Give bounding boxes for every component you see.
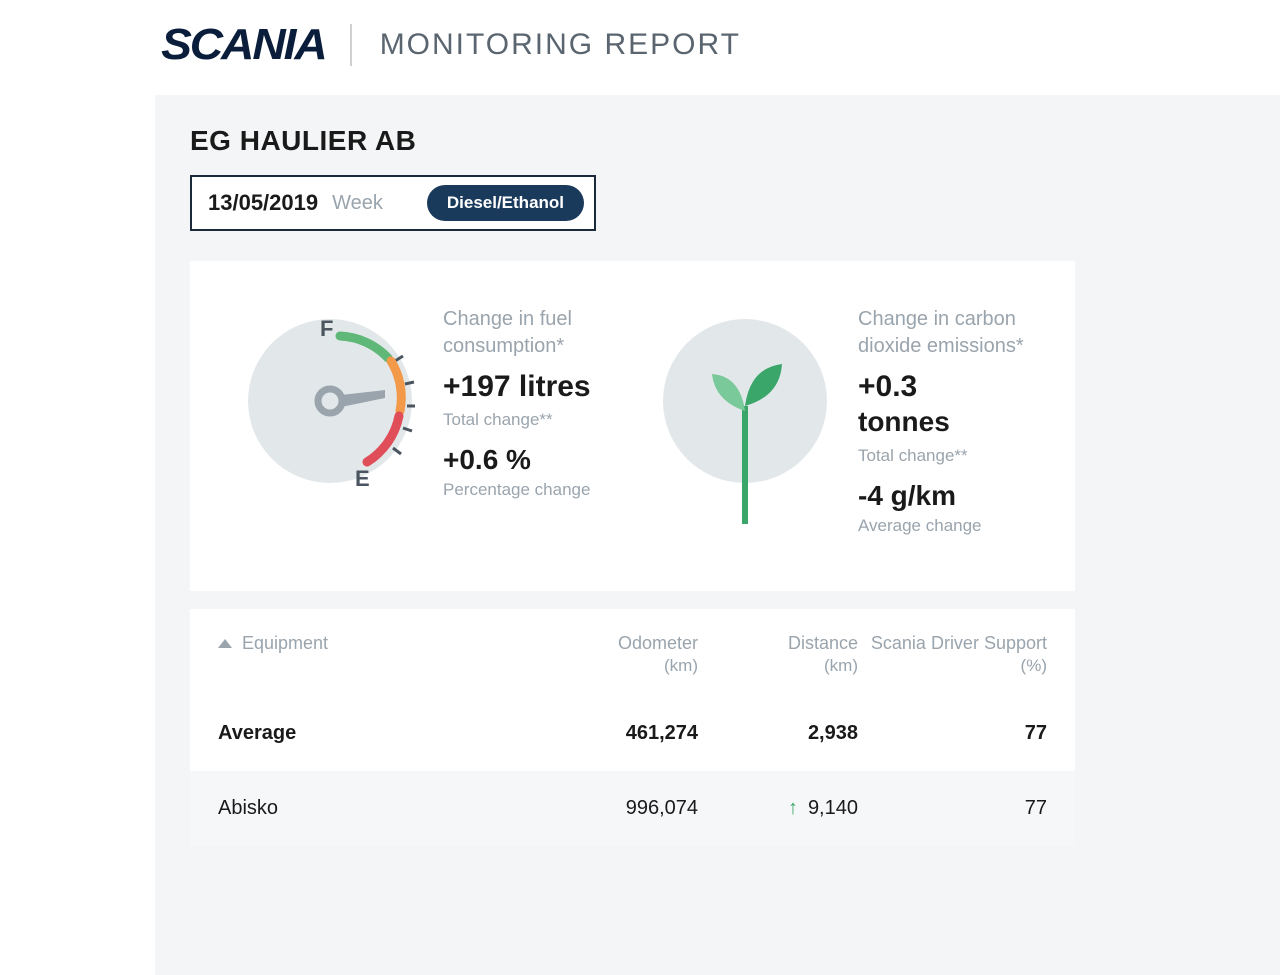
header-divider xyxy=(350,24,352,66)
gauge-full-label: F xyxy=(320,316,333,341)
filter-date: 13/05/2019 xyxy=(208,190,318,216)
kpi-co2: Change in carbon dioxide emissions* +0.3… xyxy=(660,306,1045,536)
col-equipment-label: Equipment xyxy=(242,633,328,654)
table-header: Equipment Odometer (km) Distance (km) Sc… xyxy=(190,609,1075,696)
col-sds-label: Scania Driver Support xyxy=(871,633,1047,653)
col-odometer[interactable]: Odometer (km) xyxy=(518,633,698,676)
cell-distance: 2,938 xyxy=(698,722,858,745)
sort-asc-icon[interactable] xyxy=(218,639,232,648)
cell-equipment: Average xyxy=(218,722,518,745)
table-row[interactable]: Abisko996,074 ↑ 9,14077 xyxy=(190,771,1075,846)
kpi-fuel: F E Change in fuel consumption* +197 lit… xyxy=(245,306,630,536)
cell-distance-value: 2,938 xyxy=(808,722,858,745)
fuel-gauge-icon: F E xyxy=(245,306,415,476)
col-odometer-unit: (km) xyxy=(518,656,698,676)
cell-distance: ↑ 9,140 xyxy=(698,797,858,820)
col-odometer-label: Odometer xyxy=(618,633,698,653)
kpi-card: F E Change in fuel consumption* +197 lit… xyxy=(190,261,1075,591)
brand-logo: SCANIA xyxy=(161,20,326,70)
col-sds-unit: (%) xyxy=(858,656,1047,676)
kpi-fuel-sub2: Percentage change xyxy=(443,480,630,500)
col-equipment[interactable]: Equipment xyxy=(218,633,518,654)
cell-odometer: 461,274 xyxy=(518,722,698,745)
kpi-co2-sub1: Total change** xyxy=(858,446,1045,466)
cell-odometer: 996,074 xyxy=(518,797,698,820)
filter-bar[interactable]: 13/05/2019 Week Diesel/Ethanol xyxy=(190,175,596,231)
report-title: MONITORING REPORT xyxy=(380,28,741,62)
table-row[interactable]: Average461,274 2,93877 xyxy=(190,696,1075,771)
kpi-co2-avg: -4 g/km xyxy=(858,480,1045,512)
trend-up-icon: ↑ xyxy=(788,797,798,820)
kpi-fuel-label: Change in fuel consumption* xyxy=(443,306,630,360)
kpi-fuel-sub1: Total change** xyxy=(443,410,630,430)
kpi-co2-label: Change in carbon dioxide emissions* xyxy=(858,306,1045,360)
kpi-co2-value: +0.3 xyxy=(858,370,1045,404)
cell-equipment: Abisko xyxy=(218,797,518,820)
report-body: EG HAULIER AB 13/05/2019 Week Diesel/Eth… xyxy=(155,95,1280,975)
cell-sds: 77 xyxy=(858,722,1047,745)
col-distance[interactable]: Distance (km) xyxy=(698,633,858,676)
cell-distance-value: 9,140 xyxy=(808,797,858,820)
company-name: EG HAULIER AB xyxy=(190,125,1280,157)
equipment-table: Equipment Odometer (km) Distance (km) Sc… xyxy=(190,609,1075,846)
kpi-fuel-value: +197 litres xyxy=(443,370,630,404)
kpi-fuel-pct: +0.6 % xyxy=(443,444,630,476)
col-distance-label: Distance xyxy=(788,633,858,653)
kpi-co2-unit: tonnes xyxy=(858,406,1045,438)
col-sds[interactable]: Scania Driver Support (%) xyxy=(858,633,1047,676)
fuel-type-badge[interactable]: Diesel/Ethanol xyxy=(427,185,584,221)
plant-icon xyxy=(660,306,830,476)
filter-period: Week xyxy=(332,192,383,215)
cell-sds: 77 xyxy=(858,797,1047,820)
col-distance-unit: (km) xyxy=(698,656,858,676)
report-header: SCANIA MONITORING REPORT xyxy=(0,20,1280,95)
kpi-co2-sub2: Average change xyxy=(858,516,1045,536)
gauge-empty-label: E xyxy=(355,466,370,491)
